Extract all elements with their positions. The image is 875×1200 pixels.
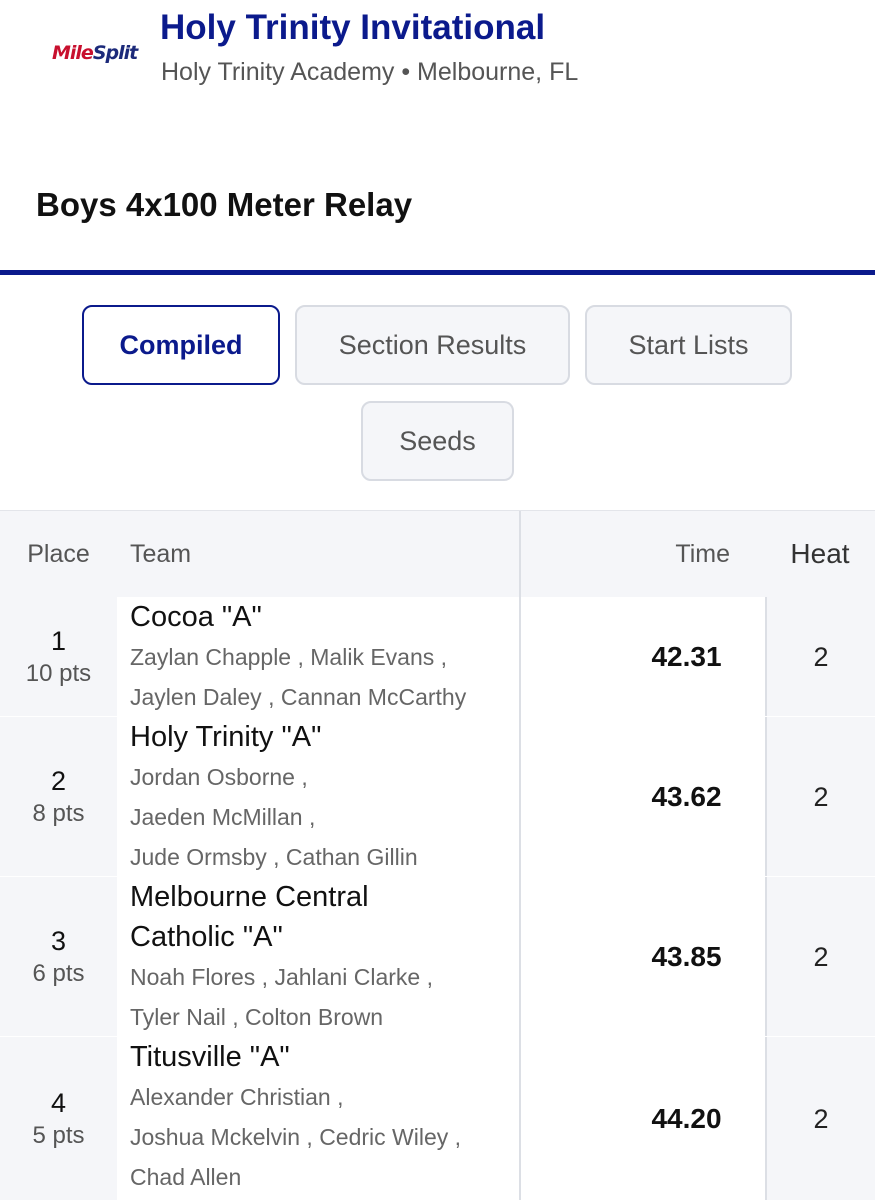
team-name[interactable]: Cocoa "A" xyxy=(130,601,262,633)
column-header-team[interactable]: Team xyxy=(130,539,192,568)
athlete-line[interactable]: Joshua Mckelvin , Cedric Wiley , xyxy=(130,1124,462,1150)
athlete-list: Zaylan Chapple , Malik Evans , Jaylen Dal… xyxy=(130,637,515,717)
athlete-list: Noah Flores , Jahlani Clarke , Tyler Nail… xyxy=(130,957,515,1037)
athlete-line[interactable]: Jaeden McMillan , xyxy=(130,804,316,830)
tab-compiled[interactable]: Compiled xyxy=(82,305,280,385)
milesplit-logo[interactable]: MileSplit xyxy=(52,42,138,64)
team-name[interactable]: Melbourne Central xyxy=(130,881,369,913)
place-number: 1 xyxy=(50,626,67,656)
place-points: 8 pts xyxy=(32,800,85,827)
table-row[interactable]: 3 6 pts Melbourne Central Catholic "A" Noah … xyxy=(0,877,875,1037)
row-separator xyxy=(0,1036,875,1038)
team-cell: Titusville "A" Alexander Christian , Joshu… xyxy=(130,1037,515,1197)
column-divider xyxy=(519,511,521,1200)
place-cell: 1 10 pts xyxy=(0,597,117,717)
athlete-line[interactable]: Tyler Nail , Colton Brown xyxy=(130,1004,384,1030)
place-number: 4 xyxy=(50,1088,67,1118)
header-divider xyxy=(0,270,875,275)
time-cell: 43.62 xyxy=(520,717,765,877)
meet-title[interactable]: Holy Trinity Invitational xyxy=(160,8,546,47)
result-time: 44.20 xyxy=(651,1103,722,1134)
team-cell: Cocoa "A" Zaylan Chapple , Malik Evans , J… xyxy=(130,597,515,717)
results-table: Place Team Time Heat 1 10 pts Cocoa "A" Zay… xyxy=(0,510,875,1200)
athlete-line[interactable]: Zaylan Chapple , Malik Evans , xyxy=(130,644,448,670)
result-time: 43.85 xyxy=(651,941,722,972)
team-name[interactable]: Titusville "A" xyxy=(130,1041,290,1073)
team-cell: Melbourne Central Catholic "A" Noah Flores… xyxy=(130,877,515,1037)
place-cell: 2 8 pts xyxy=(0,717,117,877)
athlete-list: Jordan Osborne , Jaeden McMillan , Jude Or… xyxy=(130,757,515,877)
place-number: 3 xyxy=(50,926,67,956)
tab-start-lists[interactable]: Start Lists xyxy=(585,305,792,385)
athlete-line[interactable]: Chad Allen xyxy=(130,1164,242,1190)
athlete-line[interactable]: Noah Flores , Jahlani Clarke , xyxy=(130,964,433,990)
meet-header: MileSplit Holy Trinity Invitational Holy… xyxy=(0,0,875,120)
place-cell: 4 5 pts xyxy=(0,1037,117,1200)
column-header-place[interactable]: Place xyxy=(27,539,90,568)
athlete-list: Alexander Christian , Joshua Mckelvin , C… xyxy=(130,1077,515,1197)
row-separator xyxy=(0,716,875,718)
athlete-line[interactable]: Jude Ormsby , Cathan Gillin xyxy=(130,844,418,870)
team-cell: Holy Trinity "A" Jordan Osborne , Jaeden M… xyxy=(130,717,515,877)
place-points: 10 pts xyxy=(25,660,92,687)
athlete-line[interactable]: Jordan Osborne , xyxy=(130,764,308,790)
tab-seeds[interactable]: Seeds xyxy=(361,401,514,481)
heat-cell: 2 xyxy=(765,717,875,877)
place-cell: 3 6 pts xyxy=(0,877,117,1037)
table-header: Place Team Time Heat xyxy=(0,511,875,597)
row-separator xyxy=(0,876,875,878)
table-row[interactable]: 4 5 pts Titusville "A" Alexander Christian … xyxy=(0,1037,875,1200)
time-cell: 42.31 xyxy=(520,597,765,717)
column-header-heat[interactable]: Heat xyxy=(790,538,850,569)
table-row[interactable]: 2 8 pts Holy Trinity "A" Jordan Osborne , Ja… xyxy=(0,717,875,877)
meet-subtitle: Holy Trinity Academy • Melbourne, FL xyxy=(161,58,579,86)
team-name[interactable]: Catholic "A" xyxy=(130,921,283,953)
place-points: 5 pts xyxy=(32,1122,85,1149)
column-header-time[interactable]: Time xyxy=(675,539,730,568)
time-cell: 43.85 xyxy=(520,877,765,1037)
place-number: 2 xyxy=(50,766,67,796)
heat-cell: 2 xyxy=(765,597,875,717)
result-time: 43.62 xyxy=(651,781,722,812)
athlete-line[interactable]: Jaylen Daley , Cannan McCarthy xyxy=(130,684,467,710)
tab-section-results[interactable]: Section Results xyxy=(295,305,570,385)
result-time: 42.31 xyxy=(651,641,722,672)
athlete-line[interactable]: Alexander Christian , xyxy=(130,1084,344,1110)
time-cell: 44.20 xyxy=(520,1037,765,1200)
table-row[interactable]: 1 10 pts Cocoa "A" Zaylan Chapple , Malik E… xyxy=(0,597,875,717)
heat-cell: 2 xyxy=(765,877,875,1037)
place-points: 6 pts xyxy=(32,960,85,987)
event-title: Boys 4x100 Meter Relay xyxy=(36,186,413,223)
team-name[interactable]: Holy Trinity "A" xyxy=(130,721,322,753)
heat-cell: 2 xyxy=(765,1037,875,1200)
